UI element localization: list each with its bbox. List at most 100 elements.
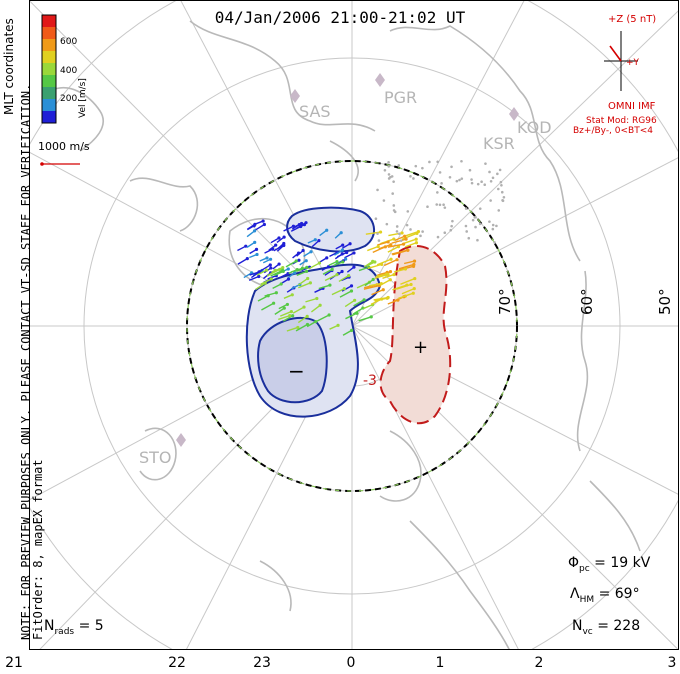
velocity-vector-origin [389,257,393,261]
imf-condition: Bz+/By-, 0<BT<4 [573,126,653,136]
velocity-vector-origin [253,240,257,244]
footprint-dot [484,162,487,165]
footprint-dot [496,172,499,176]
footprint-dot [395,225,399,228]
velocity-vector-origin [274,243,278,247]
velocity-vector-origin [296,251,301,255]
velocity-vector [260,264,271,272]
potential-min-marker: − [288,359,305,383]
colorbar-segment [42,15,56,28]
footprint-dot [390,175,394,178]
footprint-dot [476,238,479,242]
footprint-dot [458,178,461,182]
nrads-symbol: N [44,618,55,634]
velocity-vector [342,329,352,336]
velocity-vector-origin [412,259,417,263]
nrads-value: = 5 [78,618,104,634]
velocity-vector-origin [412,262,416,267]
footprint-dot [470,178,473,181]
velocity-vector-origin [353,298,357,302]
velocity-vector [394,235,405,242]
velocity-vector [283,225,294,232]
velocity-vector [296,270,307,277]
velocity-vector [237,257,248,265]
velocity-vector-origin [405,283,409,287]
footprint-dot [409,228,412,231]
hm-boundary [186,160,518,492]
velocity-vector [261,302,274,311]
imf-y-label: +Y [626,58,640,68]
velocity-vector-origin [295,268,299,272]
velocity-vector [365,231,381,235]
velocity-vector-origin [371,277,375,282]
velocity-vector [305,297,318,303]
footprint-dot [395,230,399,233]
velocity-vector [363,303,373,310]
velocity-vector-origin [289,309,294,314]
velocity-vector-origin [300,266,304,270]
footprint-dot [467,236,471,240]
velocity-vector-origin [282,235,286,239]
phi-symbol: Φ [568,555,580,571]
velocity-vector-origin [344,257,348,261]
velocity-vector-origin [348,242,352,246]
potential-max-marker: + [413,337,428,358]
footprint-dot [397,164,401,167]
footprint-dot [443,206,447,209]
velocity-vector-origin [285,302,290,307]
velocity-vector-origin [385,296,389,300]
colorbar-frame [41,14,57,124]
velocity-vector-origin [272,301,276,305]
footprint-dot [399,239,403,242]
velocity-vector-origin [330,267,334,271]
velocity-vector-origin [414,237,418,241]
colorbar-segment [42,51,56,64]
velocity-vector-origin [266,294,270,298]
colorbar-tick-400: 400 [60,66,78,76]
footprint-dot [471,218,475,222]
velocity-vector-origin [376,244,380,249]
colorbar-tick-200: 200 [60,94,78,104]
imf-stat-model: Stat Mod: RG96 [586,116,657,126]
velocity-vector [292,306,305,314]
footprint-dot [493,241,496,244]
velocity-vector [405,242,417,248]
nrads-subscript: rads [54,626,75,637]
footprint-dot [500,183,503,187]
velocity-vector-origin [318,303,322,307]
velocity-vector [375,273,387,278]
footprint-dot [474,225,477,229]
footprint-dot [382,199,386,202]
footprint-dot [500,190,504,194]
velocity-vector-origin [412,287,416,291]
velocity-vector-origin [278,267,282,271]
footprint-dot [377,239,381,242]
colorbar-axis-label: Vel [m/s] [78,78,88,118]
lambda-subscript: HM [579,594,595,605]
colorbar-segment [42,99,56,112]
footprint-dot [387,177,391,180]
velocity-vector-origin [268,257,273,261]
footprint-dot [449,228,453,232]
footprint-dot [414,164,418,168]
velocity-vector [379,279,391,286]
velocity-vector-origin [336,323,340,327]
map-title: 04/Jan/2006 21:00-21:02 UT [214,8,466,27]
footprint-dot [426,205,429,209]
velocity-vector [341,285,352,292]
footprint-dot [387,173,391,176]
velocity-vector [382,273,395,280]
footprint-dot [436,191,439,194]
velocity-vector [336,251,347,258]
footprint-dot [468,168,472,172]
velocity-vector-origin [328,283,332,287]
velocity-vector [257,295,269,302]
footprint-dot [442,203,445,207]
imf-z-label: +Z (5 nT) [608,14,657,25]
velocity-vector-origin [342,287,346,291]
velocity-vector-origin [400,231,404,235]
velocity-vector [308,262,320,270]
radar-site-markers [176,73,519,447]
velocity-vector-origin [262,222,266,227]
velocity-vector-origin [339,231,343,235]
